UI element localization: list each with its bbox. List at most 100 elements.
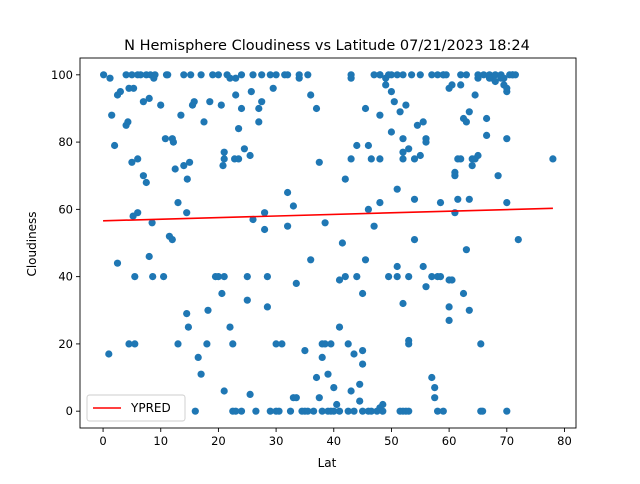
data-point bbox=[180, 162, 188, 170]
x-tick-label: 30 bbox=[269, 434, 284, 448]
data-point bbox=[258, 71, 266, 79]
data-point bbox=[353, 273, 361, 281]
data-point bbox=[232, 74, 240, 82]
data-point bbox=[431, 384, 439, 392]
data-point bbox=[219, 162, 227, 170]
data-point bbox=[462, 118, 470, 126]
data-point bbox=[124, 118, 132, 126]
data-point bbox=[315, 394, 323, 402]
data-point bbox=[474, 151, 482, 160]
data-point bbox=[292, 394, 300, 402]
data-point bbox=[448, 276, 456, 284]
regression-line bbox=[103, 207, 553, 222]
data-point bbox=[390, 98, 398, 106]
data-point bbox=[387, 88, 395, 96]
data-point bbox=[122, 71, 130, 79]
data-point bbox=[387, 71, 395, 79]
chart-legend: YPRED bbox=[86, 394, 186, 422]
data-point bbox=[237, 407, 246, 415]
data-point bbox=[106, 74, 114, 82]
data-point bbox=[191, 407, 199, 415]
data-point bbox=[364, 141, 372, 150]
data-point bbox=[174, 199, 182, 207]
data-point bbox=[220, 155, 228, 163]
data-point bbox=[457, 155, 465, 163]
data-point bbox=[145, 94, 153, 102]
data-point bbox=[335, 323, 344, 331]
data-point bbox=[396, 108, 404, 116]
data-point bbox=[200, 118, 208, 126]
data-point bbox=[197, 370, 205, 378]
data-point bbox=[382, 81, 390, 89]
data-point bbox=[399, 71, 407, 79]
data-point bbox=[161, 135, 169, 143]
data-point bbox=[183, 310, 191, 318]
data-point bbox=[266, 407, 274, 415]
data-point bbox=[304, 71, 312, 79]
data-point bbox=[434, 407, 442, 415]
data-point bbox=[183, 209, 191, 217]
axes: 0 10 20 30 40 50 60 70 80 0 20 40 60 80 100 bbox=[51, 57, 577, 448]
y-tick-label: 60 bbox=[58, 202, 73, 216]
data-point bbox=[416, 151, 424, 160]
data-point bbox=[318, 353, 326, 361]
data-point bbox=[130, 84, 138, 92]
data-point bbox=[393, 262, 401, 271]
data-point bbox=[324, 370, 332, 378]
data-point bbox=[393, 185, 401, 193]
y-axis-label: Cloudiness bbox=[25, 211, 39, 276]
data-point bbox=[361, 256, 370, 264]
data-point bbox=[471, 91, 479, 99]
data-point bbox=[454, 195, 462, 203]
data-point bbox=[108, 111, 116, 119]
data-point bbox=[385, 273, 393, 281]
data-point bbox=[376, 199, 384, 207]
data-point bbox=[402, 101, 410, 109]
data-point bbox=[465, 108, 473, 116]
data-point bbox=[338, 239, 346, 247]
data-point bbox=[263, 303, 271, 311]
data-point bbox=[451, 209, 459, 217]
data-point bbox=[247, 88, 255, 96]
x-tick-label: 10 bbox=[153, 434, 168, 448]
data-point bbox=[149, 273, 157, 281]
data-point bbox=[301, 347, 309, 355]
x-tick-label: 40 bbox=[326, 434, 341, 448]
data-point bbox=[410, 155, 419, 163]
data-point bbox=[139, 98, 147, 106]
data-point bbox=[480, 71, 488, 79]
data-point bbox=[304, 407, 312, 415]
data-point bbox=[399, 299, 407, 308]
data-point bbox=[503, 135, 511, 143]
data-point bbox=[500, 74, 508, 82]
data-point bbox=[157, 101, 165, 109]
data-point bbox=[333, 400, 341, 409]
data-point bbox=[428, 71, 436, 79]
data-point bbox=[465, 195, 473, 203]
y-tick-label: 100 bbox=[51, 68, 73, 82]
data-point bbox=[350, 350, 358, 358]
data-point bbox=[217, 101, 225, 109]
y-tick-label: 40 bbox=[58, 270, 73, 284]
data-point bbox=[139, 172, 147, 180]
data-point bbox=[148, 219, 156, 227]
legend-label: YPRED bbox=[130, 401, 171, 415]
data-point bbox=[292, 279, 300, 287]
data-point bbox=[131, 273, 139, 281]
data-point bbox=[503, 407, 511, 415]
data-point bbox=[131, 340, 139, 348]
data-point bbox=[218, 289, 226, 298]
data-point bbox=[177, 111, 185, 119]
data-point bbox=[214, 273, 222, 281]
data-point bbox=[468, 162, 476, 170]
data-point bbox=[335, 407, 344, 415]
data-point bbox=[491, 77, 499, 86]
data-point bbox=[359, 407, 367, 415]
data-point bbox=[503, 199, 511, 207]
data-point bbox=[289, 202, 297, 210]
data-point bbox=[494, 172, 502, 180]
data-point bbox=[376, 155, 384, 163]
data-point bbox=[341, 273, 349, 281]
data-point bbox=[307, 91, 315, 99]
data-point bbox=[405, 145, 413, 153]
